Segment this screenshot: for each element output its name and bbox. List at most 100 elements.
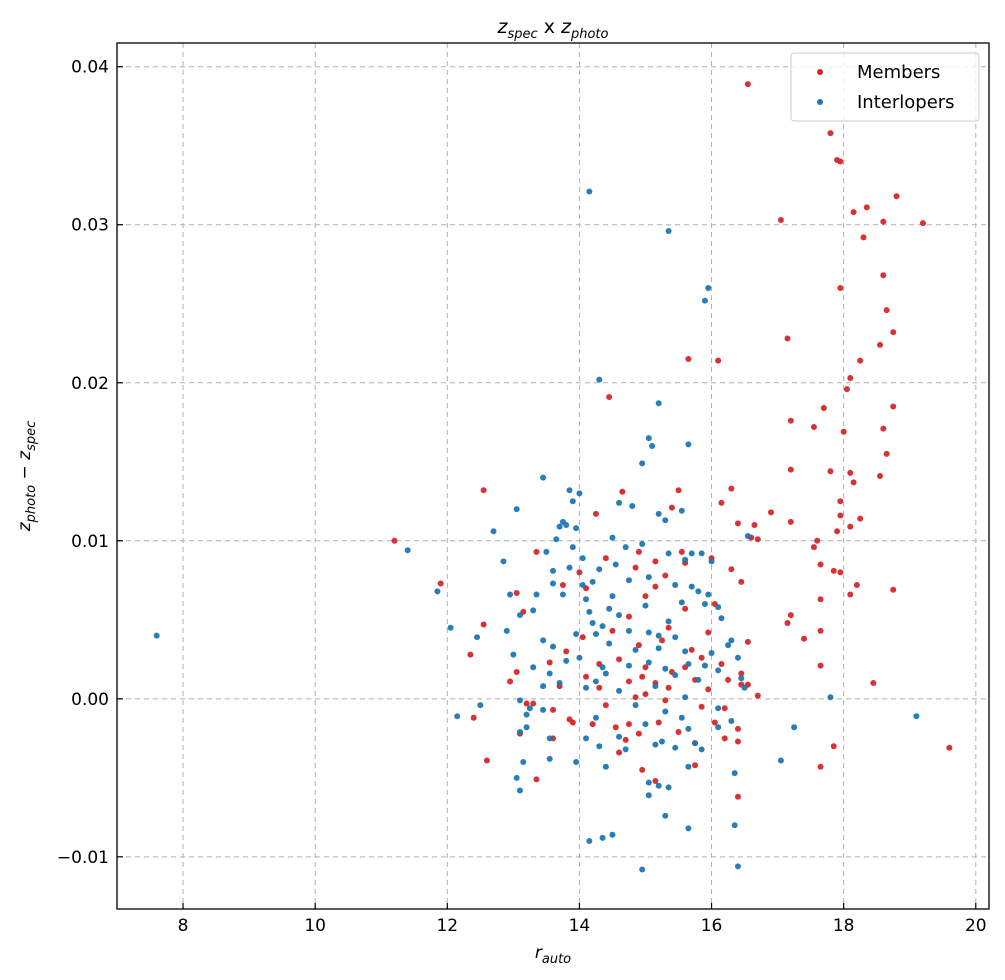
- data-point: [596, 743, 603, 750]
- data-point: [744, 81, 751, 88]
- legend: Members Interlopers: [790, 52, 980, 122]
- data-point: [715, 724, 722, 731]
- data-point: [573, 759, 580, 766]
- data-point: [705, 686, 712, 693]
- data-point: [507, 678, 514, 685]
- data-point: [602, 702, 609, 709]
- data-point: [734, 654, 741, 661]
- data-point: [566, 564, 573, 571]
- data-point: [546, 659, 553, 666]
- data-point: [510, 651, 517, 658]
- data-point: [530, 664, 537, 671]
- data-point: [655, 645, 662, 652]
- data-point: [530, 607, 537, 614]
- data-point: [619, 488, 626, 495]
- data-point: [777, 757, 784, 764]
- data-point: [586, 608, 593, 615]
- data-point: [672, 634, 679, 641]
- data-point: [682, 605, 689, 612]
- data-point: [467, 651, 474, 658]
- data-point: [563, 657, 570, 664]
- data-point: [639, 673, 646, 680]
- data-point: [787, 612, 794, 619]
- data-point: [850, 479, 857, 486]
- data-point: [639, 460, 646, 467]
- data-point: [540, 683, 547, 690]
- axis-ticks: 8 10 12 14 16 18 20 −0.01 0.00 0.01 0.02 0.03 0.04: [57, 58, 987, 936]
- data-point: [662, 665, 669, 672]
- y-tick-label: 0.01: [71, 532, 109, 552]
- data-point: [718, 499, 725, 506]
- data-point: [827, 694, 834, 701]
- data-point: [672, 582, 679, 589]
- data-point: [576, 654, 583, 661]
- data-point: [784, 619, 791, 626]
- data-point: [616, 749, 623, 756]
- data-point: [579, 582, 586, 589]
- data-point: [540, 706, 547, 713]
- data-point: [919, 220, 926, 227]
- data-point: [635, 642, 642, 649]
- data-point: [682, 694, 689, 701]
- x-tick-label: 20: [965, 916, 987, 936]
- xlabel-sub: auto: [542, 952, 571, 967]
- data-point: [721, 705, 728, 712]
- data-point: [470, 714, 477, 721]
- data-point: [754, 536, 761, 543]
- data-point: [523, 724, 530, 731]
- data-point: [672, 744, 679, 751]
- data-point: [642, 721, 649, 728]
- data-point: [579, 634, 586, 641]
- data-point: [622, 544, 629, 551]
- title-z-spec: z: [497, 16, 509, 38]
- data-point: [698, 746, 705, 753]
- data-point: [715, 705, 722, 712]
- data-point: [583, 673, 590, 680]
- y-tick-label: 0.00: [71, 690, 109, 710]
- data-point: [652, 777, 659, 784]
- data-point: [728, 485, 735, 492]
- data-point: [566, 487, 573, 494]
- x-tick-label: 12: [436, 916, 458, 936]
- data-point: [592, 510, 599, 517]
- data-point: [728, 717, 735, 724]
- data-point: [685, 763, 692, 770]
- data-point: [523, 711, 530, 718]
- data-point: [843, 386, 850, 393]
- data-point: [609, 627, 616, 634]
- data-point: [513, 668, 520, 675]
- data-point: [857, 357, 864, 364]
- data-point: [649, 442, 656, 449]
- data-point: [731, 822, 738, 829]
- data-point: [731, 770, 738, 777]
- data-point: [503, 627, 510, 634]
- data-point: [695, 588, 702, 595]
- series-members: [391, 81, 953, 800]
- legend-label-members: Members: [857, 62, 940, 83]
- data-point: [642, 593, 649, 600]
- data-point: [665, 684, 672, 691]
- ylabel-sub1: photo: [24, 485, 39, 524]
- data-point: [820, 405, 827, 412]
- data-point: [635, 730, 642, 737]
- data-point: [853, 582, 860, 589]
- data-point: [946, 744, 953, 751]
- data-point: [404, 547, 411, 554]
- data-point: [840, 428, 847, 435]
- data-point: [513, 506, 520, 513]
- data-point: [530, 700, 537, 707]
- data-point: [652, 558, 659, 565]
- data-point: [705, 629, 712, 636]
- data-point: [662, 572, 669, 579]
- data-point: [857, 515, 864, 522]
- data-point: [583, 684, 590, 691]
- data-point: [688, 550, 695, 557]
- data-point: [913, 713, 920, 720]
- data-point: [685, 725, 692, 732]
- legend-label-interlopers: Interlopers: [857, 92, 955, 113]
- data-point: [639, 866, 646, 873]
- data-point: [533, 591, 540, 598]
- data-point: [890, 586, 897, 593]
- data-point: [454, 713, 461, 720]
